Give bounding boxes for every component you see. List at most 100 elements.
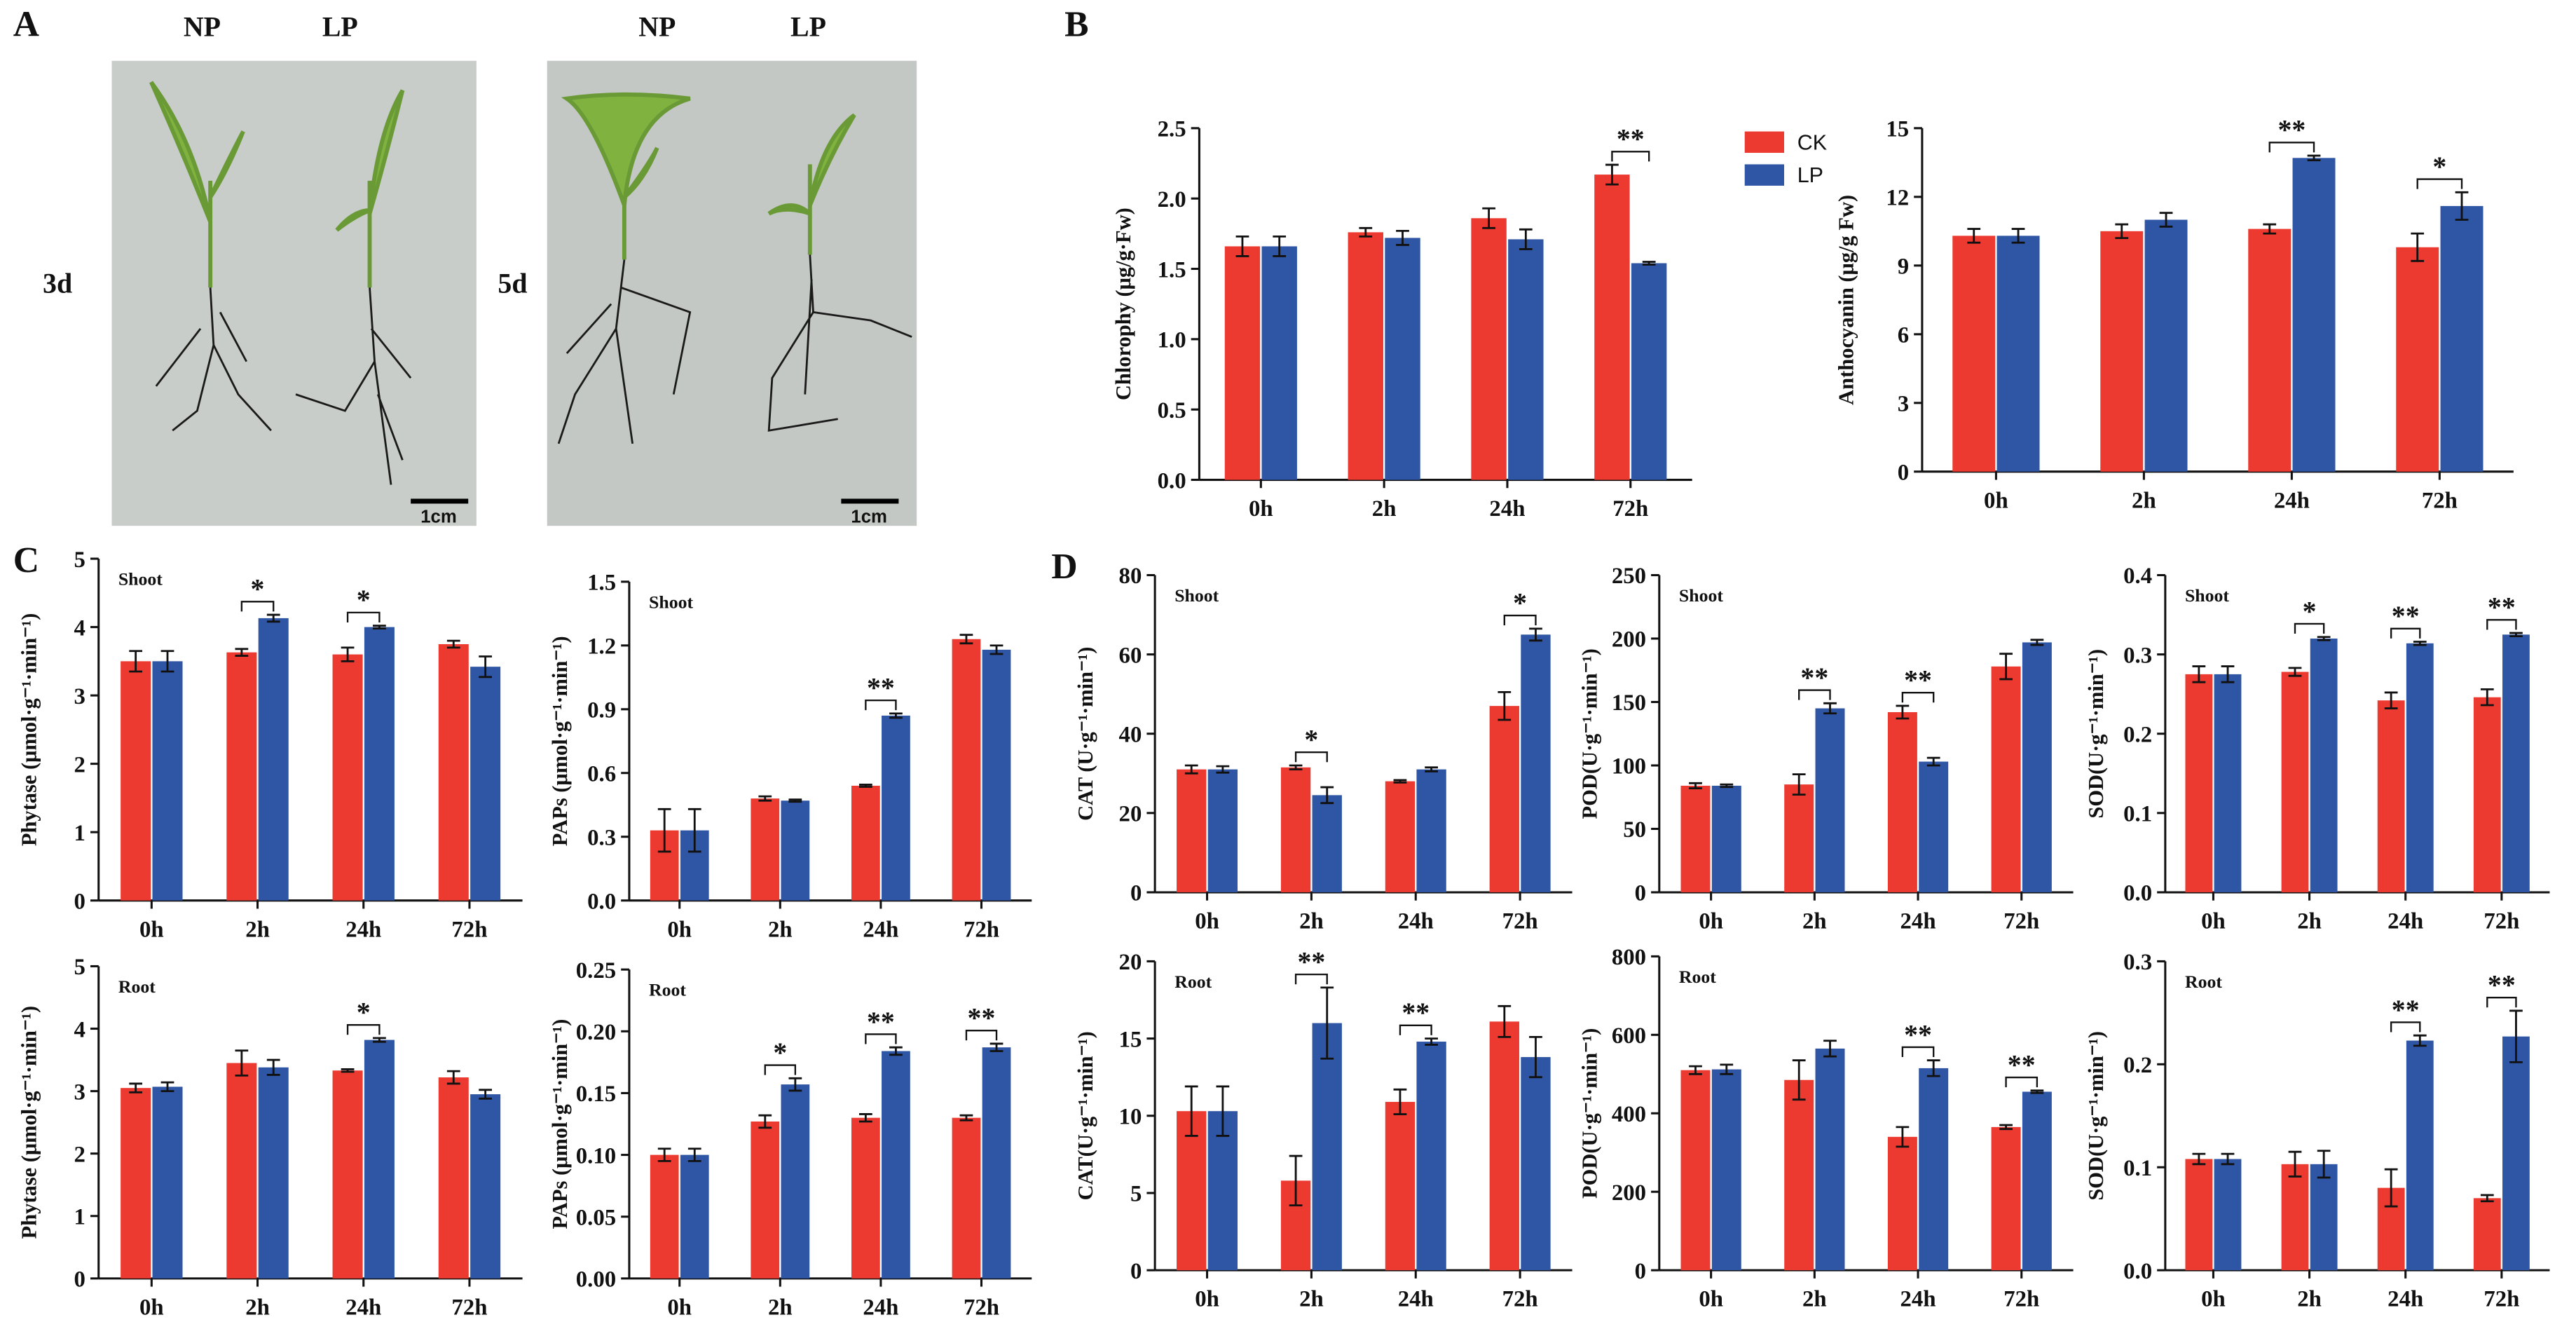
- y-axis-label: SOD(U·g⁻¹·min⁻¹): [2084, 1031, 2108, 1201]
- y-tick-label: 800: [1612, 945, 1646, 970]
- error-bar: [1320, 786, 1334, 805]
- y-tick-label: 2: [74, 1142, 85, 1167]
- error-bar: [1289, 764, 1303, 771]
- x-tick-label: 72h: [964, 1295, 999, 1320]
- y-tick-label: 0: [1635, 881, 1646, 906]
- error-bar: [2411, 232, 2425, 262]
- x-tick-label: 72h: [451, 917, 487, 942]
- bar: [2022, 1091, 2052, 1271]
- y-tick-label: 50: [1623, 817, 1646, 843]
- y-tick-label: 0.1: [2123, 1156, 2152, 1181]
- x-tick-label: 2h: [1802, 909, 1827, 934]
- significance-bracket: [965, 1029, 998, 1041]
- y-tick-label: 9: [1898, 254, 1909, 280]
- significance-bracket: [1294, 973, 1328, 985]
- error-bar: [341, 646, 355, 662]
- bar: [1919, 1068, 1949, 1271]
- y-tick-label: 200: [1612, 1180, 1646, 1206]
- y-tick-label: 0.3: [2123, 643, 2152, 668]
- y-tick-label: 80: [1119, 564, 1142, 589]
- x-tick-label: 72h: [964, 917, 999, 942]
- y-tick-label: 0: [1130, 881, 1142, 906]
- y-tick-label: 0: [74, 889, 85, 914]
- bar: [258, 1067, 289, 1279]
- error-bar: [266, 1058, 280, 1076]
- bar-chart: 0.00 0.05 0.10 0.15 0.20 0.25 0h 2h * 24h ** 72h ** P…: [548, 958, 1032, 1320]
- bar: [1952, 236, 1996, 472]
- column-label: NP: [638, 11, 676, 43]
- significance-label: *: [357, 996, 371, 1028]
- y-tick-label: 4: [74, 615, 85, 641]
- error-bar: [657, 1147, 671, 1162]
- y-tick-label: 2.5: [1158, 117, 1186, 142]
- bar: [2473, 1198, 2501, 1271]
- error-bar: [1184, 764, 1198, 775]
- error-bar: [687, 807, 701, 853]
- bar: [851, 785, 880, 901]
- bar: [1815, 1048, 1845, 1271]
- bar: [1471, 218, 1507, 480]
- inset-label: Shoot: [1174, 585, 1219, 606]
- error-bar: [889, 712, 903, 719]
- significance-label: **: [968, 1002, 996, 1033]
- error-bar: [889, 1046, 903, 1056]
- bar: [1521, 1057, 1551, 1271]
- error-bar: [858, 784, 872, 788]
- x-tick-label: 0h: [667, 917, 692, 942]
- significance-label: **: [2277, 114, 2306, 146]
- bar: [152, 661, 183, 901]
- bar: [2214, 1159, 2242, 1271]
- inset-label: Root: [118, 976, 156, 997]
- significance-bracket: [1901, 1046, 1935, 1058]
- error-bar: [1273, 235, 1287, 257]
- y-tick-label: 10: [1119, 1105, 1142, 1130]
- error-bar: [1482, 207, 1495, 229]
- bar: [1385, 1101, 1416, 1271]
- bar: [364, 1040, 395, 1279]
- significance-label: **: [1904, 1018, 1932, 1050]
- x-tick-label: 0h: [2201, 1287, 2226, 1312]
- y-tick-label: 0.5: [1158, 398, 1186, 423]
- significance-bracket: [1294, 751, 1328, 763]
- y-tick-label: 0.05: [576, 1205, 616, 1230]
- significance-bracket: [2486, 997, 2517, 1008]
- bar: [226, 652, 257, 901]
- y-tick-label: 15: [1119, 1027, 1142, 1052]
- bar: [470, 1094, 501, 1279]
- significance-bracket: [865, 699, 897, 711]
- y-axis-label: PAPs (μmol·g⁻¹·min⁻¹): [548, 636, 572, 846]
- error-bar: [235, 648, 249, 657]
- bar: [952, 639, 981, 901]
- y-tick-label: 0.0: [2123, 1259, 2152, 1284]
- error-bar: [2384, 1168, 2398, 1208]
- significance-bracket: [1798, 689, 1831, 700]
- x-tick-label: 2h: [1299, 909, 1324, 934]
- bar: [152, 1086, 183, 1279]
- y-axis-label: SOD(U·g⁻¹·min⁻¹): [2084, 649, 2108, 819]
- error-bar: [1967, 228, 1981, 244]
- row-label: 5d: [498, 267, 527, 299]
- significance-label: *: [2432, 151, 2446, 182]
- bar: [332, 1070, 363, 1279]
- error-bar: [989, 1042, 1003, 1052]
- x-tick-label: 72h: [1612, 496, 1648, 522]
- x-tick-label: 24h: [345, 917, 381, 942]
- bar: [2292, 158, 2336, 472]
- x-tick-label: 24h: [2274, 488, 2310, 513]
- inset-label: Root: [649, 980, 686, 1000]
- bar: [2377, 700, 2405, 892]
- y-axis-label: CAT (U·g⁻¹·min⁻¹): [1074, 647, 1097, 821]
- error-bar: [959, 634, 973, 645]
- error-bar: [2413, 641, 2427, 646]
- error-bar: [446, 639, 460, 649]
- bar: [1991, 666, 2021, 892]
- y-tick-label: 0: [1898, 461, 1909, 486]
- y-axis-label: Anthocyanin (μg/g Fw): [1834, 195, 1858, 405]
- bar: [1680, 1070, 1711, 1271]
- bar-chart: 0.0 0.3 0.6 0.9 1.2 1.5 0h 2h 24h ** 72h PAPs (μmol…: [548, 571, 1032, 942]
- error-bar: [1792, 1059, 1806, 1101]
- inset-label: Shoot: [118, 569, 163, 590]
- error-bar: [479, 655, 493, 679]
- x-tick-label: 2h: [2297, 909, 2322, 934]
- error-bar: [2115, 223, 2129, 240]
